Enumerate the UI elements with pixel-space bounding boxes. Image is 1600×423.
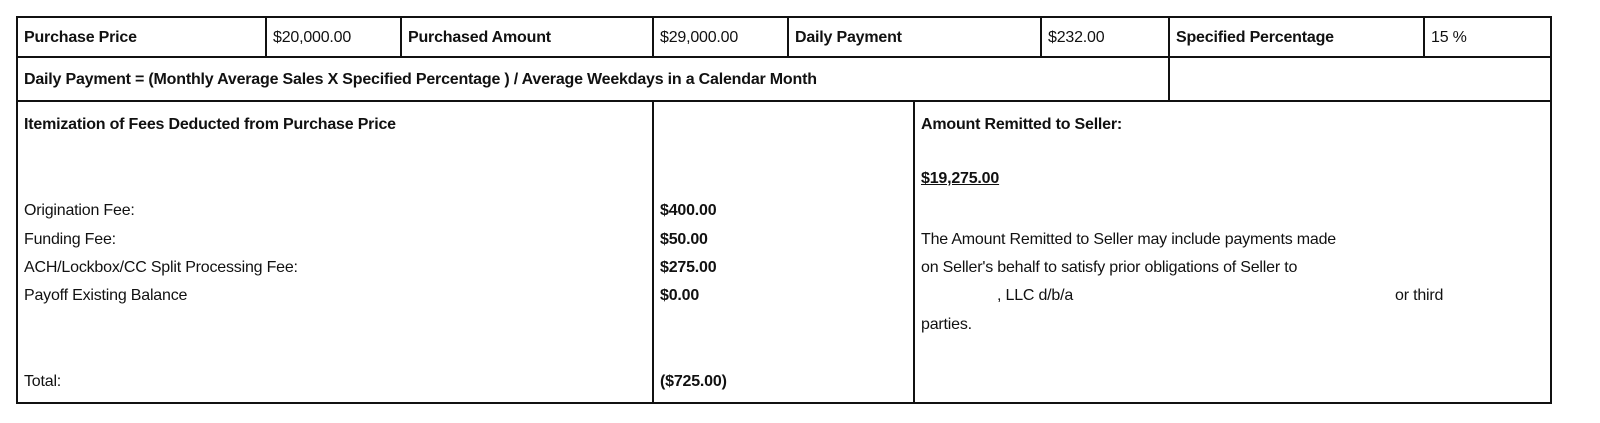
purchase-price-value: $20,000.00 [267, 18, 402, 58]
amount-remitted-cell: Amount Remitted to Seller: $19,275.00 Th… [915, 102, 1550, 404]
empty-cell [1170, 58, 1550, 102]
total-amount: ($725.00) [660, 373, 727, 390]
daily-payment-formula: Daily Payment = (Monthly Average Sales X… [18, 58, 1170, 102]
fee-summary-table: Purchase Price $20,000.00 Purchased Amou… [16, 16, 1552, 404]
remitted-amount: $19,275.00 [921, 170, 1000, 187]
fee-label: Funding Fee: [24, 231, 116, 248]
fee-amount: $400.00 [660, 202, 717, 219]
fee-amount: $50.00 [660, 231, 708, 248]
fees-title: Itemization of Fees Deducted from Purcha… [24, 116, 396, 133]
remitted-title: Amount Remitted to Seller: [921, 116, 1123, 133]
total-label: Total: [24, 373, 62, 390]
purchased-amount-label: Purchased Amount [402, 18, 654, 58]
fees-itemization-cell: Itemization of Fees Deducted from Purcha… [18, 102, 654, 404]
fee-amount: $275.00 [660, 259, 717, 276]
fee-amount: $0.00 [660, 287, 700, 304]
remitted-note-line: or third [1395, 287, 1444, 304]
fees-amounts-cell: $400.00 $50.00 $275.00 $0.00 ($725.00) [654, 102, 915, 404]
purchased-amount-value: $29,000.00 [654, 18, 789, 58]
daily-payment-value: $232.00 [1042, 18, 1170, 58]
purchase-price-label: Purchase Price [18, 18, 267, 58]
specified-percentage-value: 15 % [1425, 18, 1550, 58]
remitted-note-line: , LLC d/b/a [997, 287, 1074, 304]
daily-payment-label: Daily Payment [789, 18, 1042, 58]
fee-label: ACH/Lockbox/CC Split Processing Fee: [24, 259, 298, 276]
remitted-note-line: The Amount Remitted to Seller may includ… [921, 231, 1336, 248]
remitted-note-line: parties. [921, 316, 972, 333]
fee-label: Origination Fee: [24, 202, 135, 219]
fee-label: Payoff Existing Balance [24, 287, 188, 304]
specified-percentage-label: Specified Percentage [1170, 18, 1425, 58]
remitted-note-line: on Seller's behalf to satisfy prior obli… [921, 259, 1298, 276]
